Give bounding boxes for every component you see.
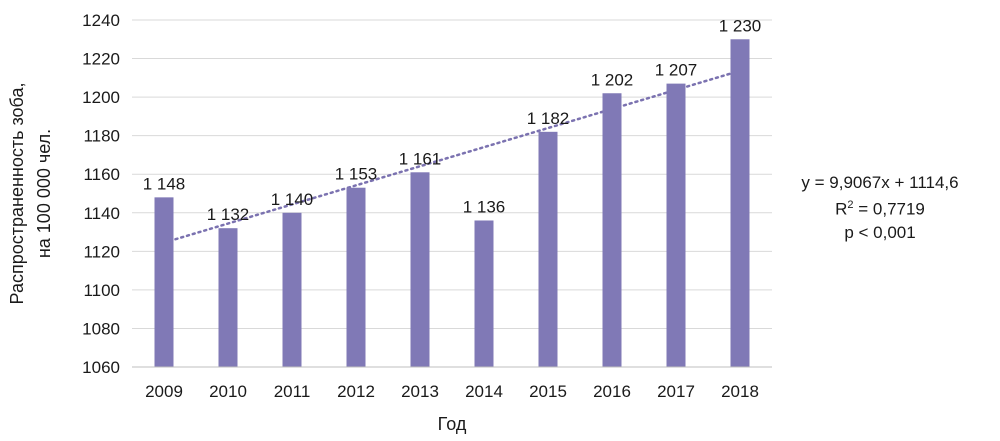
x-tick-label: 2010 (209, 382, 247, 401)
x-tick-label: 2012 (337, 382, 375, 401)
data-labels: 1 148 1 132 1 140 1 153 1 161 1 136 1 182 1 202… (143, 16, 762, 224)
x-axis-ticks: 2009 2010 2011 2012 2013 2014 2015 2016 2017 2018 (145, 382, 759, 401)
y-tick-label: 1220 (82, 50, 120, 69)
x-tick-label: 2018 (721, 382, 759, 401)
bar (602, 93, 622, 367)
r-squared-value: = 0,7719 (853, 199, 925, 219)
x-tick-label: 2014 (465, 382, 503, 401)
data-label: 1 202 (591, 70, 634, 89)
data-label: 1 153 (335, 165, 378, 184)
data-label: 1 132 (207, 205, 250, 224)
y-tick-label: 1100 (83, 281, 120, 300)
bar (410, 172, 430, 367)
y-tick-label: 1120 (83, 242, 120, 261)
x-tick-label: 2016 (593, 382, 631, 401)
y-axis-title-line2: на 100 000 чел. (34, 129, 54, 258)
x-axis-title: Год (438, 414, 467, 434)
y-tick-label: 1180 (83, 127, 120, 146)
x-tick-label: 2015 (529, 382, 567, 401)
r-squared: R2 = 0,7719 (790, 194, 970, 221)
y-axis-ticks: 1060 1080 1100 1120 1140 1160 1180 1200 1220 1240 (82, 11, 120, 377)
y-tick-label: 1140 (83, 204, 120, 223)
p-value: p < 0,001 (844, 222, 916, 242)
y-tick-label: 1240 (82, 11, 120, 30)
x-tick-label: 2011 (274, 382, 311, 401)
data-label: 1 161 (399, 149, 442, 168)
y-tick-label: 1200 (82, 88, 120, 107)
r-squared-prefix: R (835, 199, 848, 219)
data-label: 1 148 (143, 174, 186, 193)
data-label: 1 140 (271, 190, 314, 209)
gridlines (132, 19, 772, 329)
trendline-layer (162, 69, 742, 244)
trendline (162, 69, 742, 244)
x-tick-label: 2017 (657, 382, 695, 401)
data-label: 1 136 (463, 197, 506, 216)
data-label: 1 230 (719, 16, 762, 35)
bar (666, 83, 686, 367)
regression-annotation: y = 9,9067x + 1114,6 R2 = 0,7719 p < 0,0… (790, 171, 970, 244)
regression-equation: y = 9,9067x + 1114,6 (801, 173, 959, 192)
x-tick-label: 2013 (401, 382, 439, 401)
bar (154, 197, 174, 367)
bar (282, 212, 302, 367)
x-tick-label: 2009 (145, 382, 183, 401)
y-axis-title-line1: Распространенность зоба, (7, 83, 27, 305)
bar (538, 131, 558, 367)
y-tick-label: 1160 (83, 165, 120, 184)
bar (474, 220, 494, 367)
y-tick-label: 1080 (82, 319, 120, 338)
bar (218, 228, 238, 367)
bars (154, 39, 750, 368)
bar (730, 39, 750, 368)
data-label: 1 182 (527, 109, 570, 128)
bar (346, 187, 366, 367)
data-label: 1 207 (655, 61, 698, 80)
r-squared-sup: 2 (847, 199, 854, 211)
y-tick-label: 1060 (82, 358, 120, 377)
